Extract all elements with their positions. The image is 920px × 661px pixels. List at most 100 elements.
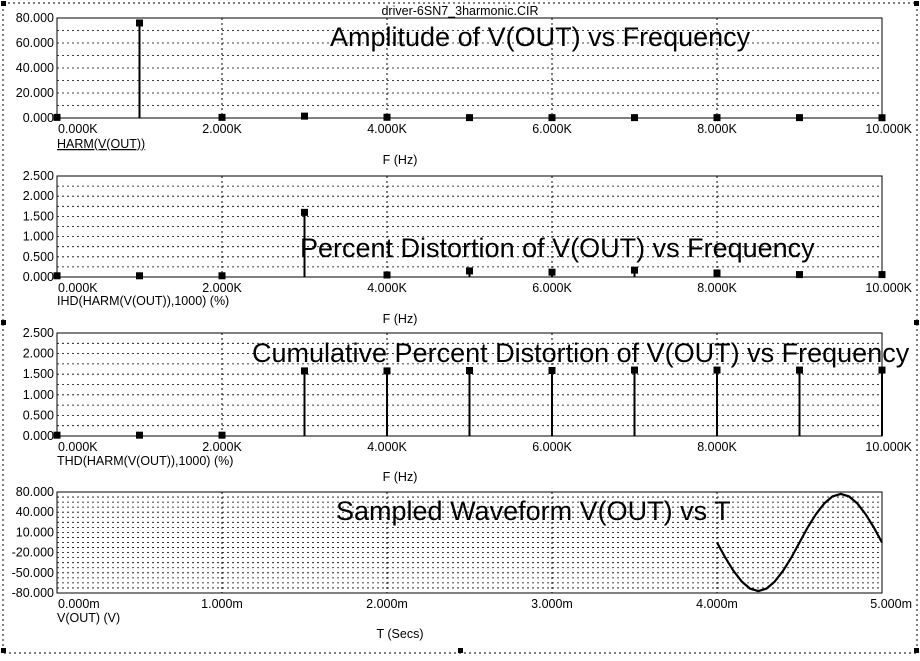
bar-marker (548, 366, 556, 374)
frame-handle-bottom-left[interactable] (1, 648, 6, 653)
amplitude-plot[interactable]: HARM(V(OUT)) F (Hz) 0.000K 2.000K 4.000K 6.… (16, 11, 913, 167)
percent-distortion-plot[interactable]: IHD(HARM(V(OUT)),1000) (%) F (Hz) 0.000K… (23, 169, 913, 326)
bar-marker (53, 113, 61, 121)
x-tick-label: 0.000m (58, 597, 100, 611)
bar-marker (301, 208, 308, 216)
bar-marker (466, 267, 473, 275)
y-tick-label: 60.000 (16, 36, 54, 50)
bar-marker (878, 114, 886, 122)
y-tick-label: 40.000 (16, 505, 54, 519)
x-tick-label: 2.000K (202, 281, 242, 295)
y-tick-label: 0.500 (23, 408, 54, 422)
y-tick-label: 80.000 (16, 11, 54, 25)
bar-marker (218, 113, 226, 121)
y-tick-label: 2.500 (23, 326, 54, 340)
plot-title: Percent Distortion of V(OUT) vs Frequenc… (300, 233, 815, 263)
x-tick-label: 6.000K (532, 440, 572, 454)
x-tick-label: 2.000K (202, 122, 242, 136)
y-tick-label: 2.500 (23, 169, 54, 183)
bar-marker (136, 19, 143, 27)
x-tick-label: 0.000K (58, 281, 98, 295)
x-tick-label: 0.000K (58, 440, 98, 454)
bar-marker (713, 269, 721, 277)
y-tick-label: 1.500 (23, 209, 54, 223)
plot-title: Sampled Waveform V(OUT) vs T (336, 496, 731, 526)
y-tick-label: 1.000 (23, 230, 54, 244)
y-tick-label: 1.500 (23, 367, 54, 381)
bar-marker (136, 272, 143, 280)
x-tick-label: 6.000K (532, 281, 572, 295)
sampled-waveform-plot[interactable]: V(OUT) (V) T (Secs) 0.000m 1.000m 2.000m 3.… (12, 485, 912, 641)
window-title: driver-6SN7_3harmonic.CIR (381, 4, 538, 18)
x-tick-label: 8.000K (697, 281, 737, 295)
plot-ylabel: THD(HARM(V(OUT)),1000) (%) (57, 454, 233, 468)
y-tick-label: 80.000 (16, 485, 54, 499)
x-tick-label: 2.000m (366, 597, 408, 611)
x-tick-label: 4.000K (367, 281, 407, 295)
bar-marker (548, 268, 556, 276)
plot-xlabel: T (Secs) (377, 627, 424, 641)
y-tick-label: -20.000 (12, 546, 54, 560)
frame-handle-bottom[interactable] (458, 648, 463, 653)
bar-marker (466, 366, 473, 374)
frame-handle-left[interactable] (1, 320, 6, 325)
x-tick-label: 3.000m (531, 597, 573, 611)
y-tick-label: -80.000 (12, 586, 54, 600)
plot-ylabel: V(OUT) (V) (57, 611, 120, 625)
bar-marker (301, 112, 308, 120)
bar-marker (878, 271, 886, 279)
x-tick-label: 6.000K (532, 122, 572, 136)
bar-marker (383, 271, 391, 279)
bar-marker (878, 366, 886, 374)
y-tick-label: 0.000 (23, 270, 54, 284)
frame-handle-top-left[interactable] (1, 1, 6, 6)
bar-marker (53, 272, 61, 280)
y-tick-label: 2.000 (23, 189, 54, 203)
y-tick-label: 0.500 (23, 250, 54, 264)
plot-xlabel: F (Hz) (383, 470, 418, 484)
plot-xlabel: F (Hz) (383, 153, 418, 167)
y-tick-label: 20.000 (16, 86, 54, 100)
bar-marker (796, 366, 803, 374)
bar-marker (631, 114, 638, 122)
bar-marker (218, 272, 226, 280)
waveform-trace (716, 492, 883, 593)
plot-ylabel: HARM(V(OUT)) (57, 137, 145, 151)
bar-marker (796, 271, 803, 279)
x-tick-label: 4.000m (696, 597, 738, 611)
x-tick-label: 10.000K (865, 122, 912, 136)
plot-title: Amplitude of V(OUT) vs Frequency (330, 22, 751, 52)
bar-marker (383, 113, 391, 121)
plot-title: Cumulative Percent Distortion of V(OUT) … (252, 338, 910, 368)
y-tick-label: 0.000 (23, 429, 54, 443)
y-tick-label: 10.000 (16, 525, 54, 539)
x-tick-label: 4.000K (367, 440, 407, 454)
bar-marker (631, 266, 638, 274)
y-tick-label: 2.000 (23, 347, 54, 361)
bar-marker (136, 431, 143, 439)
bar-marker (796, 114, 803, 122)
bar-marker (383, 367, 391, 375)
frame-handle-top-right[interactable] (914, 1, 919, 6)
x-tick-label: 8.000K (697, 122, 737, 136)
cumulative-distortion-plot[interactable]: THD(HARM(V(OUT)),1000) (%) F (Hz) 0.000K… (23, 326, 913, 484)
x-tick-label: 10.000K (865, 281, 912, 295)
frame-handle-right[interactable] (914, 320, 919, 325)
bar-marker (53, 431, 61, 439)
x-tick-label: 2.000K (202, 440, 242, 454)
y-tick-label: 40.000 (16, 61, 54, 75)
bar-marker (631, 366, 638, 374)
plot-xlabel: F (Hz) (383, 312, 418, 326)
x-tick-label: 4.000K (367, 122, 407, 136)
bar-marker (713, 114, 721, 122)
x-tick-label: 8.000K (697, 440, 737, 454)
plot-ylabel: IHD(HARM(V(OUT)),1000) (%) (57, 294, 229, 308)
bar-marker (466, 114, 473, 122)
frame-handle-bottom-right[interactable] (914, 648, 919, 653)
bar-marker (218, 431, 226, 439)
bar-marker (301, 367, 308, 375)
x-tick-label: 0.000K (58, 122, 98, 136)
y-tick-label: -50.000 (12, 566, 54, 580)
